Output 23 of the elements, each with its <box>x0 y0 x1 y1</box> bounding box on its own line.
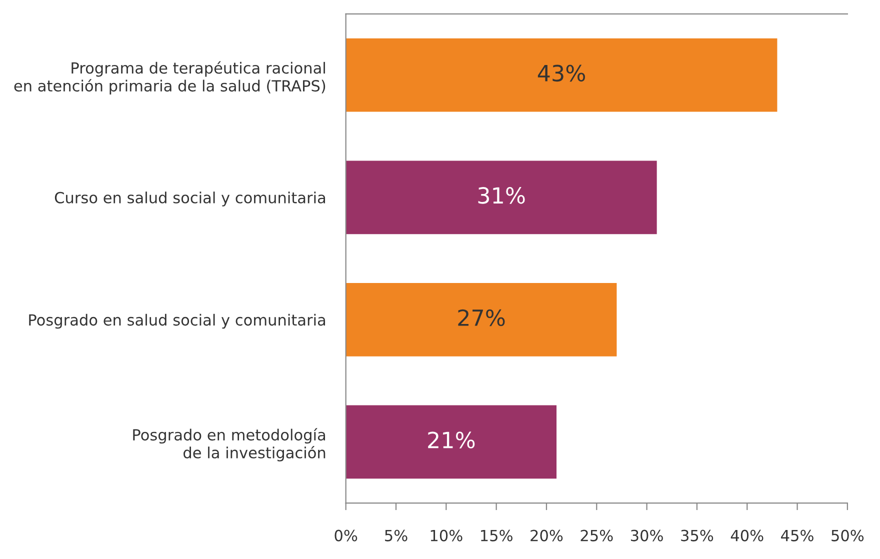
x-tick-label: 10% <box>430 530 462 542</box>
y-tick-label: Curso en salud social y comunitaria <box>54 192 326 206</box>
y-tick-label: Posgrado en metodología de la investigación <box>133 428 326 462</box>
x-tick-label: 20% <box>530 530 563 542</box>
bar <box>346 38 778 112</box>
data-label: 27% <box>458 309 505 326</box>
y-tick-label: Programa de terapéutica racional en atención primaria de la salud (TRAPS) <box>14 61 326 95</box>
data-label: 43% <box>538 64 585 82</box>
x-tick-label: 30% <box>630 530 663 542</box>
data-label: 31% <box>478 187 525 204</box>
bar <box>346 160 657 234</box>
x-tick-label: 35% <box>681 530 714 542</box>
x-tick-label: 25% <box>580 530 613 542</box>
bar <box>346 282 617 356</box>
y-tick-label: Posgrado en salud social y comunitaria <box>29 314 326 329</box>
x-tick-label: 15% <box>481 530 512 542</box>
x-tick-label: 45% <box>781 530 814 542</box>
x-tick-label: 5% <box>385 530 408 542</box>
x-tick-label: 50% <box>832 530 864 542</box>
x-tick-label: 40% <box>730 530 764 542</box>
x-tick-label: 0% <box>334 530 358 542</box>
data-label: 21% <box>428 432 475 448</box>
bar <box>346 405 557 479</box>
